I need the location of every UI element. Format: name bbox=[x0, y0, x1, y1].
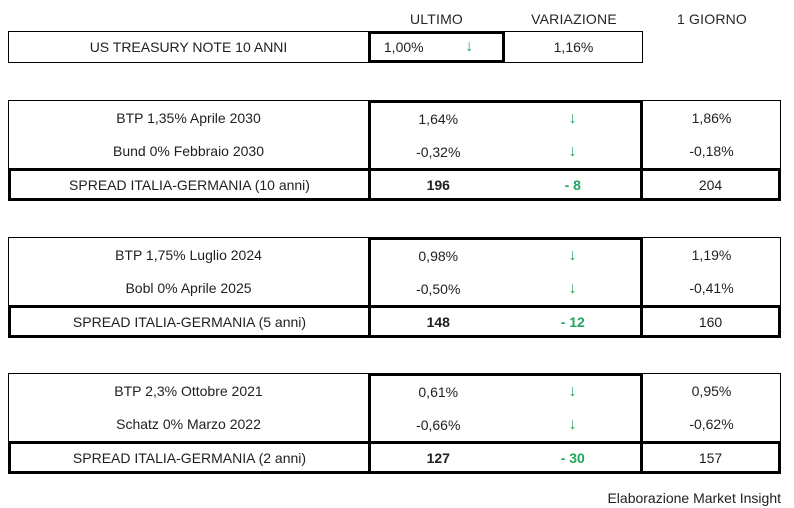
down-arrow-icon: ↓ bbox=[568, 142, 577, 160]
ultimo-value: 0,61% bbox=[418, 384, 459, 401]
giorno-values: 0,95% -0,62% bbox=[643, 373, 781, 441]
giorno-value: 1,16% bbox=[505, 31, 643, 63]
values-box: 1,64% ↓ -0,32% ↓ bbox=[368, 100, 643, 168]
spread-giorno-value: 160 bbox=[643, 305, 781, 338]
spread-ultimo-value: 127 bbox=[426, 449, 450, 466]
instrument-label: BTP 1,35% Aprile 2030 bbox=[116, 109, 261, 126]
spread-2y-table: BTP 2,3% Ottobre 2021 Schatz 0% Marzo 20… bbox=[8, 373, 781, 474]
values-box: 0,61% ↓ -0,66% ↓ bbox=[368, 373, 643, 441]
spread-label: SPREAD ITALIA-GERMANIA (2 anni) bbox=[8, 441, 368, 474]
ultimo-value: -0,32% bbox=[416, 143, 461, 160]
spread-values-box: 196 - 8 bbox=[368, 168, 643, 201]
spread-variazione-value: - 8 bbox=[564, 176, 581, 193]
down-arrow-icon: ↓ bbox=[465, 38, 474, 55]
treasury-values-box: 1,00% ↓ bbox=[368, 31, 505, 63]
column-headers: ULTIMO VARIAZIONE 1 GIORNO bbox=[8, 8, 781, 30]
giorno-value: -0,62% bbox=[689, 416, 734, 433]
spread-values-box: 148 - 12 bbox=[368, 305, 643, 338]
giorno-values: 1,86% -0,18% bbox=[643, 100, 781, 168]
treasury-table: US TREASURY NOTE 10 ANNI 1,00% ↓ 1,16% bbox=[8, 31, 781, 63]
spread-variazione-value: - 30 bbox=[560, 449, 585, 466]
spread-label: SPREAD ITALIA-GERMANIA (5 anni) bbox=[8, 305, 368, 338]
ultimo-value: 0,98% bbox=[418, 248, 459, 265]
down-arrow-icon: ↓ bbox=[568, 415, 577, 433]
instrument-label: BTP 1,75% Luglio 2024 bbox=[115, 246, 262, 263]
column-header-ultimo: ULTIMO bbox=[409, 11, 464, 27]
values-box: 0,98% ↓ -0,50% ↓ bbox=[368, 237, 643, 305]
spread-label: SPREAD ITALIA-GERMANIA (10 anni) bbox=[8, 168, 368, 201]
column-header-1giorno: 1 GIORNO bbox=[676, 11, 748, 27]
giorno-value: -0,41% bbox=[689, 280, 734, 297]
down-arrow-icon: ↓ bbox=[568, 279, 577, 297]
spread-giorno-value: 204 bbox=[643, 168, 781, 201]
instrument-label: Bund 0% Febbraio 2030 bbox=[113, 143, 264, 160]
instrument-label: US TREASURY NOTE 10 ANNI bbox=[8, 31, 368, 63]
spread-giorno-value: 157 bbox=[643, 441, 781, 474]
instrument-labels: BTP 1,35% Aprile 2030 Bund 0% Febbraio 2… bbox=[8, 100, 368, 168]
giorno-value: 0,95% bbox=[691, 382, 732, 399]
ultimo-value: 1,64% bbox=[418, 111, 459, 128]
giorno-value: 1,86% bbox=[691, 109, 732, 126]
ultimo-value: -0,50% bbox=[416, 280, 461, 297]
spread-ultimo-value: 196 bbox=[426, 176, 450, 193]
ultimo-value: -0,66% bbox=[416, 416, 461, 433]
spread-5y-table: BTP 1,75% Luglio 2024 Bobl 0% Aprile 202… bbox=[8, 237, 781, 338]
spread-ultimo-value: 148 bbox=[426, 313, 450, 330]
ultimo-value: 1,00% bbox=[383, 39, 424, 55]
giorno-values: 1,19% -0,41% bbox=[643, 237, 781, 305]
down-arrow-icon: ↓ bbox=[568, 247, 577, 265]
spread-values-box: 127 - 30 bbox=[368, 441, 643, 474]
column-header-variazione: VARIAZIONE bbox=[531, 11, 617, 27]
instrument-labels: BTP 2,3% Ottobre 2021 Schatz 0% Marzo 20… bbox=[8, 373, 368, 441]
down-arrow-icon: ↓ bbox=[568, 383, 577, 401]
giorno-value: 1,19% bbox=[691, 246, 732, 263]
spread-10y-table: BTP 1,35% Aprile 2030 Bund 0% Febbraio 2… bbox=[8, 100, 781, 201]
attribution-text: Elaborazione Market Insight bbox=[607, 490, 781, 506]
down-arrow-icon: ↓ bbox=[568, 110, 577, 128]
instrument-label: Bobl 0% Aprile 2025 bbox=[125, 280, 252, 297]
giorno-value: -0,18% bbox=[689, 143, 734, 160]
instrument-labels: BTP 1,75% Luglio 2024 Bobl 0% Aprile 202… bbox=[8, 237, 368, 305]
instrument-label: BTP 2,3% Ottobre 2021 bbox=[114, 382, 263, 399]
spread-variazione-value: - 12 bbox=[560, 313, 585, 330]
instrument-label: Schatz 0% Marzo 2022 bbox=[116, 416, 261, 433]
